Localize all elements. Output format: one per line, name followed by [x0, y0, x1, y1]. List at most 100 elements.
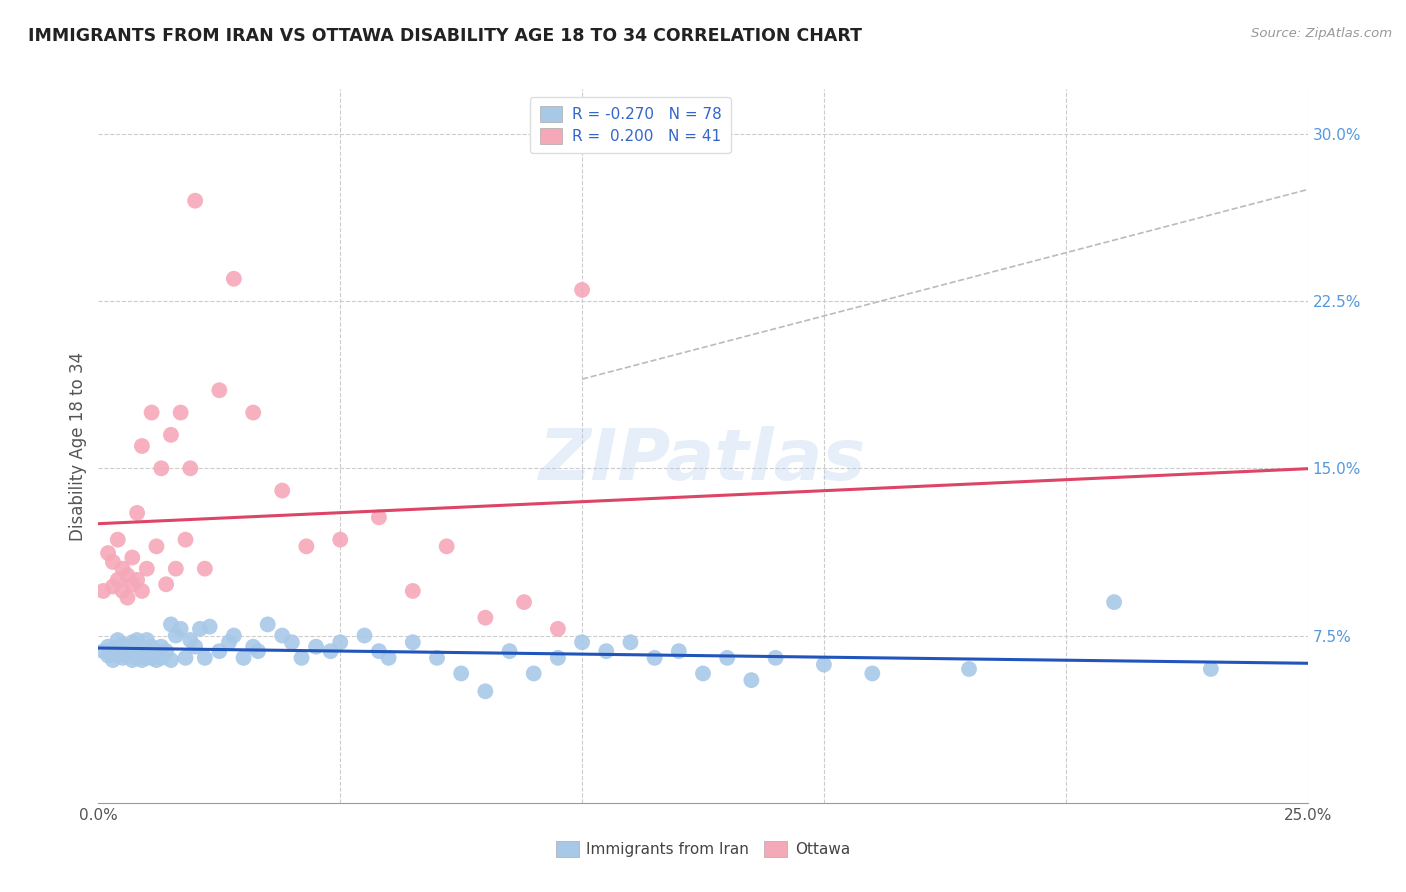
Point: [145, 653, 167, 667]
Point: [155, 644, 177, 658]
Point: [668, 644, 690, 658]
Point: [208, 384, 231, 398]
Point: [174, 533, 197, 547]
Point: [242, 640, 264, 654]
Point: [165, 562, 187, 576]
Point: [740, 673, 762, 687]
Point: [127, 642, 149, 657]
Point: [155, 577, 177, 591]
Point: [135, 633, 157, 648]
Point: [145, 644, 167, 658]
Point: [368, 644, 391, 658]
Point: [1199, 662, 1222, 676]
Point: [329, 635, 352, 649]
Point: [353, 628, 375, 642]
Point: [169, 405, 191, 419]
Point: [184, 640, 207, 654]
Point: [222, 271, 245, 285]
Point: [813, 657, 835, 672]
Point: [319, 644, 342, 658]
Point: [107, 533, 129, 547]
Point: [160, 617, 183, 632]
Point: [271, 628, 294, 642]
Point: [377, 651, 399, 665]
Point: [127, 573, 149, 587]
Point: [295, 539, 318, 553]
Point: [194, 651, 217, 665]
Point: [141, 640, 163, 654]
Point: [188, 622, 211, 636]
Point: [117, 640, 139, 654]
Point: [329, 533, 352, 547]
Point: [619, 635, 641, 649]
Point: [271, 483, 294, 498]
Point: [101, 642, 124, 657]
Point: [450, 666, 472, 681]
Point: [121, 550, 143, 565]
Point: [127, 506, 149, 520]
Point: [101, 580, 124, 594]
Point: [222, 628, 245, 642]
Point: [97, 546, 120, 560]
Point: [595, 644, 617, 658]
Text: ZIPatlas: ZIPatlas: [540, 425, 866, 495]
Point: [131, 653, 153, 667]
Point: [247, 644, 270, 658]
Point: [281, 635, 304, 649]
Point: [111, 651, 134, 665]
Point: [208, 644, 231, 658]
Point: [111, 583, 134, 598]
Point: [150, 651, 173, 665]
Legend: Immigrants from Iran, Ottawa: Immigrants from Iran, Ottawa: [547, 832, 859, 866]
Point: [957, 662, 980, 676]
Point: [150, 640, 173, 654]
Point: [121, 644, 143, 658]
Point: [145, 539, 167, 553]
Point: [111, 644, 134, 658]
Point: [498, 644, 520, 658]
Point: [218, 635, 240, 649]
Point: [523, 666, 546, 681]
Point: [184, 194, 207, 208]
Point: [97, 640, 120, 654]
Point: [547, 651, 569, 665]
Point: [111, 562, 134, 576]
Point: [117, 568, 139, 582]
Point: [117, 591, 139, 605]
Point: [97, 648, 120, 663]
Point: [765, 651, 787, 665]
Point: [117, 648, 139, 663]
Y-axis label: Disability Age 18 to 34: Disability Age 18 to 34: [69, 351, 87, 541]
Point: [644, 651, 666, 665]
Point: [1102, 595, 1125, 609]
Point: [179, 461, 201, 475]
Point: [402, 635, 425, 649]
Point: [131, 644, 153, 658]
Point: [107, 633, 129, 648]
Point: [426, 651, 449, 665]
Point: [256, 617, 278, 632]
Point: [135, 562, 157, 576]
Text: IMMIGRANTS FROM IRAN VS OTTAWA DISABILITY AGE 18 TO 34 CORRELATION CHART: IMMIGRANTS FROM IRAN VS OTTAWA DISABILIT…: [28, 27, 862, 45]
Point: [160, 427, 183, 442]
Point: [111, 637, 134, 651]
Point: [165, 628, 187, 642]
Point: [135, 642, 157, 657]
Point: [571, 635, 593, 649]
Point: [198, 619, 221, 633]
Point: [135, 651, 157, 665]
Point: [101, 555, 124, 569]
Point: [169, 622, 191, 636]
Point: [91, 583, 114, 598]
Point: [692, 666, 714, 681]
Point: [160, 653, 183, 667]
Point: [107, 573, 129, 587]
Point: [91, 644, 114, 658]
Point: [571, 283, 593, 297]
Point: [513, 595, 536, 609]
Point: [121, 653, 143, 667]
Point: [402, 583, 425, 598]
Point: [131, 583, 153, 598]
Point: [141, 651, 163, 665]
Point: [242, 405, 264, 419]
